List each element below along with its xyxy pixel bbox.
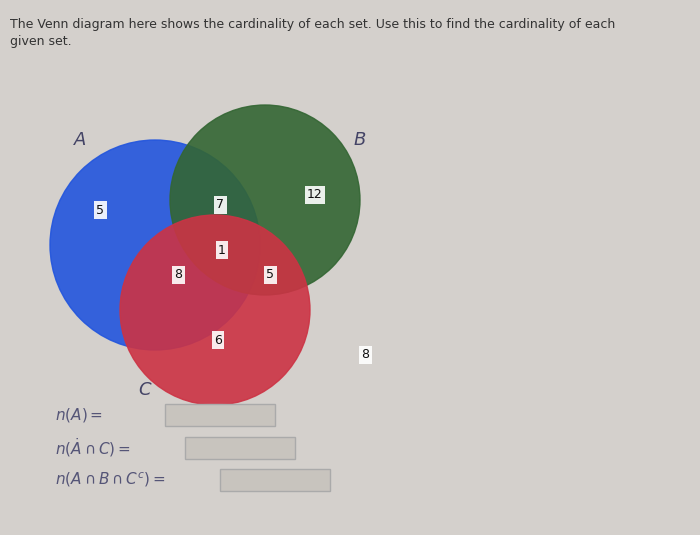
Text: $n(\dot{A} \cap C) =$: $n(\dot{A} \cap C) =$ <box>55 437 131 460</box>
Text: $n(A) =$: $n(A) =$ <box>55 406 103 424</box>
Text: 5: 5 <box>266 269 274 281</box>
Text: 5: 5 <box>96 203 104 217</box>
Text: 6: 6 <box>214 333 222 347</box>
Circle shape <box>120 215 310 405</box>
Text: 8: 8 <box>361 348 369 362</box>
Text: $n(A \cap B \cap C^c) =$: $n(A \cap B \cap C^c) =$ <box>55 471 166 490</box>
Circle shape <box>170 105 360 295</box>
Text: The Venn diagram here shows the cardinality of each set. Use this to find the ca: The Venn diagram here shows the cardinal… <box>10 18 615 31</box>
Text: A: A <box>74 131 86 149</box>
Text: 1: 1 <box>218 243 226 256</box>
Text: 12: 12 <box>307 188 323 202</box>
Text: C: C <box>139 381 151 399</box>
FancyBboxPatch shape <box>220 469 330 491</box>
Circle shape <box>50 140 260 350</box>
Text: 7: 7 <box>216 198 224 211</box>
Text: 8: 8 <box>174 269 182 281</box>
Text: given set.: given set. <box>10 35 71 48</box>
FancyBboxPatch shape <box>165 404 275 426</box>
Text: B: B <box>354 131 366 149</box>
FancyBboxPatch shape <box>185 437 295 459</box>
